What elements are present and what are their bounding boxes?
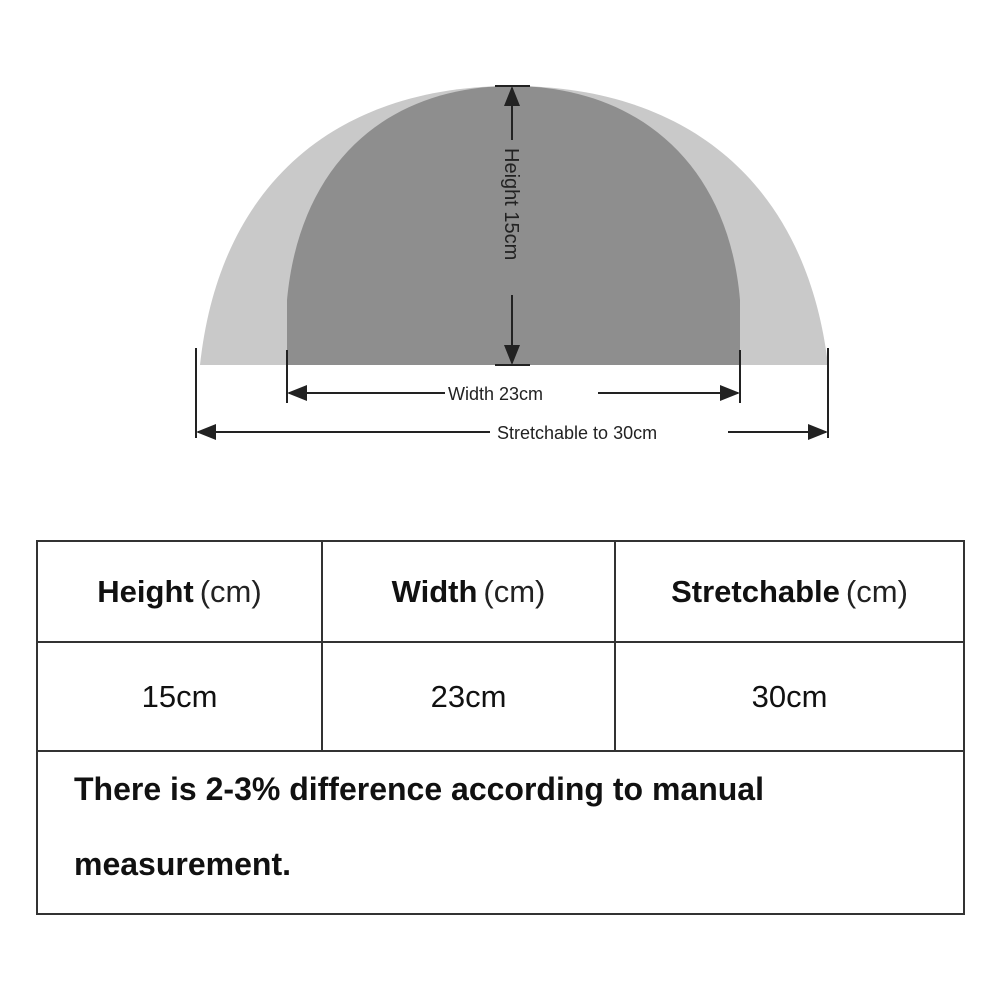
row-divider	[38, 750, 963, 752]
header-height: Height (cm)	[38, 542, 321, 641]
hat-shape	[287, 86, 740, 365]
size-table: Height (cm) Width (cm) Stretchable (cm) 15c…	[36, 540, 965, 915]
header-label: Height	[97, 573, 194, 609]
column-divider	[614, 542, 616, 751]
width-label: Width 23cm	[448, 384, 543, 404]
header-label: Width	[391, 573, 478, 609]
header-stretchable: Stretchable (cm)	[616, 542, 963, 641]
measurement-note: There is 2-3% difference according to ma…	[74, 752, 943, 902]
header-unit: (cm)	[845, 573, 908, 609]
header-label: Stretchable	[671, 573, 840, 609]
stretch-label: Stretchable to 30cm	[497, 423, 657, 443]
header-width: Width (cm)	[323, 542, 614, 641]
height-label: Height 15cm	[500, 148, 522, 260]
header-unit: (cm)	[483, 573, 546, 609]
note-line-2: measurement.	[74, 846, 291, 882]
header-unit: (cm)	[199, 573, 262, 609]
note-line-1: There is 2-3% difference according to ma…	[74, 771, 764, 807]
value-width: 23cm	[430, 678, 507, 714]
row-divider	[38, 641, 963, 643]
value-stretchable: 30cm	[751, 678, 828, 714]
column-divider	[321, 542, 323, 751]
value-height: 15cm	[141, 678, 218, 714]
hat-size-diagram: Height 15cm Width 23cm Stretchable to 30…	[195, 85, 829, 443]
